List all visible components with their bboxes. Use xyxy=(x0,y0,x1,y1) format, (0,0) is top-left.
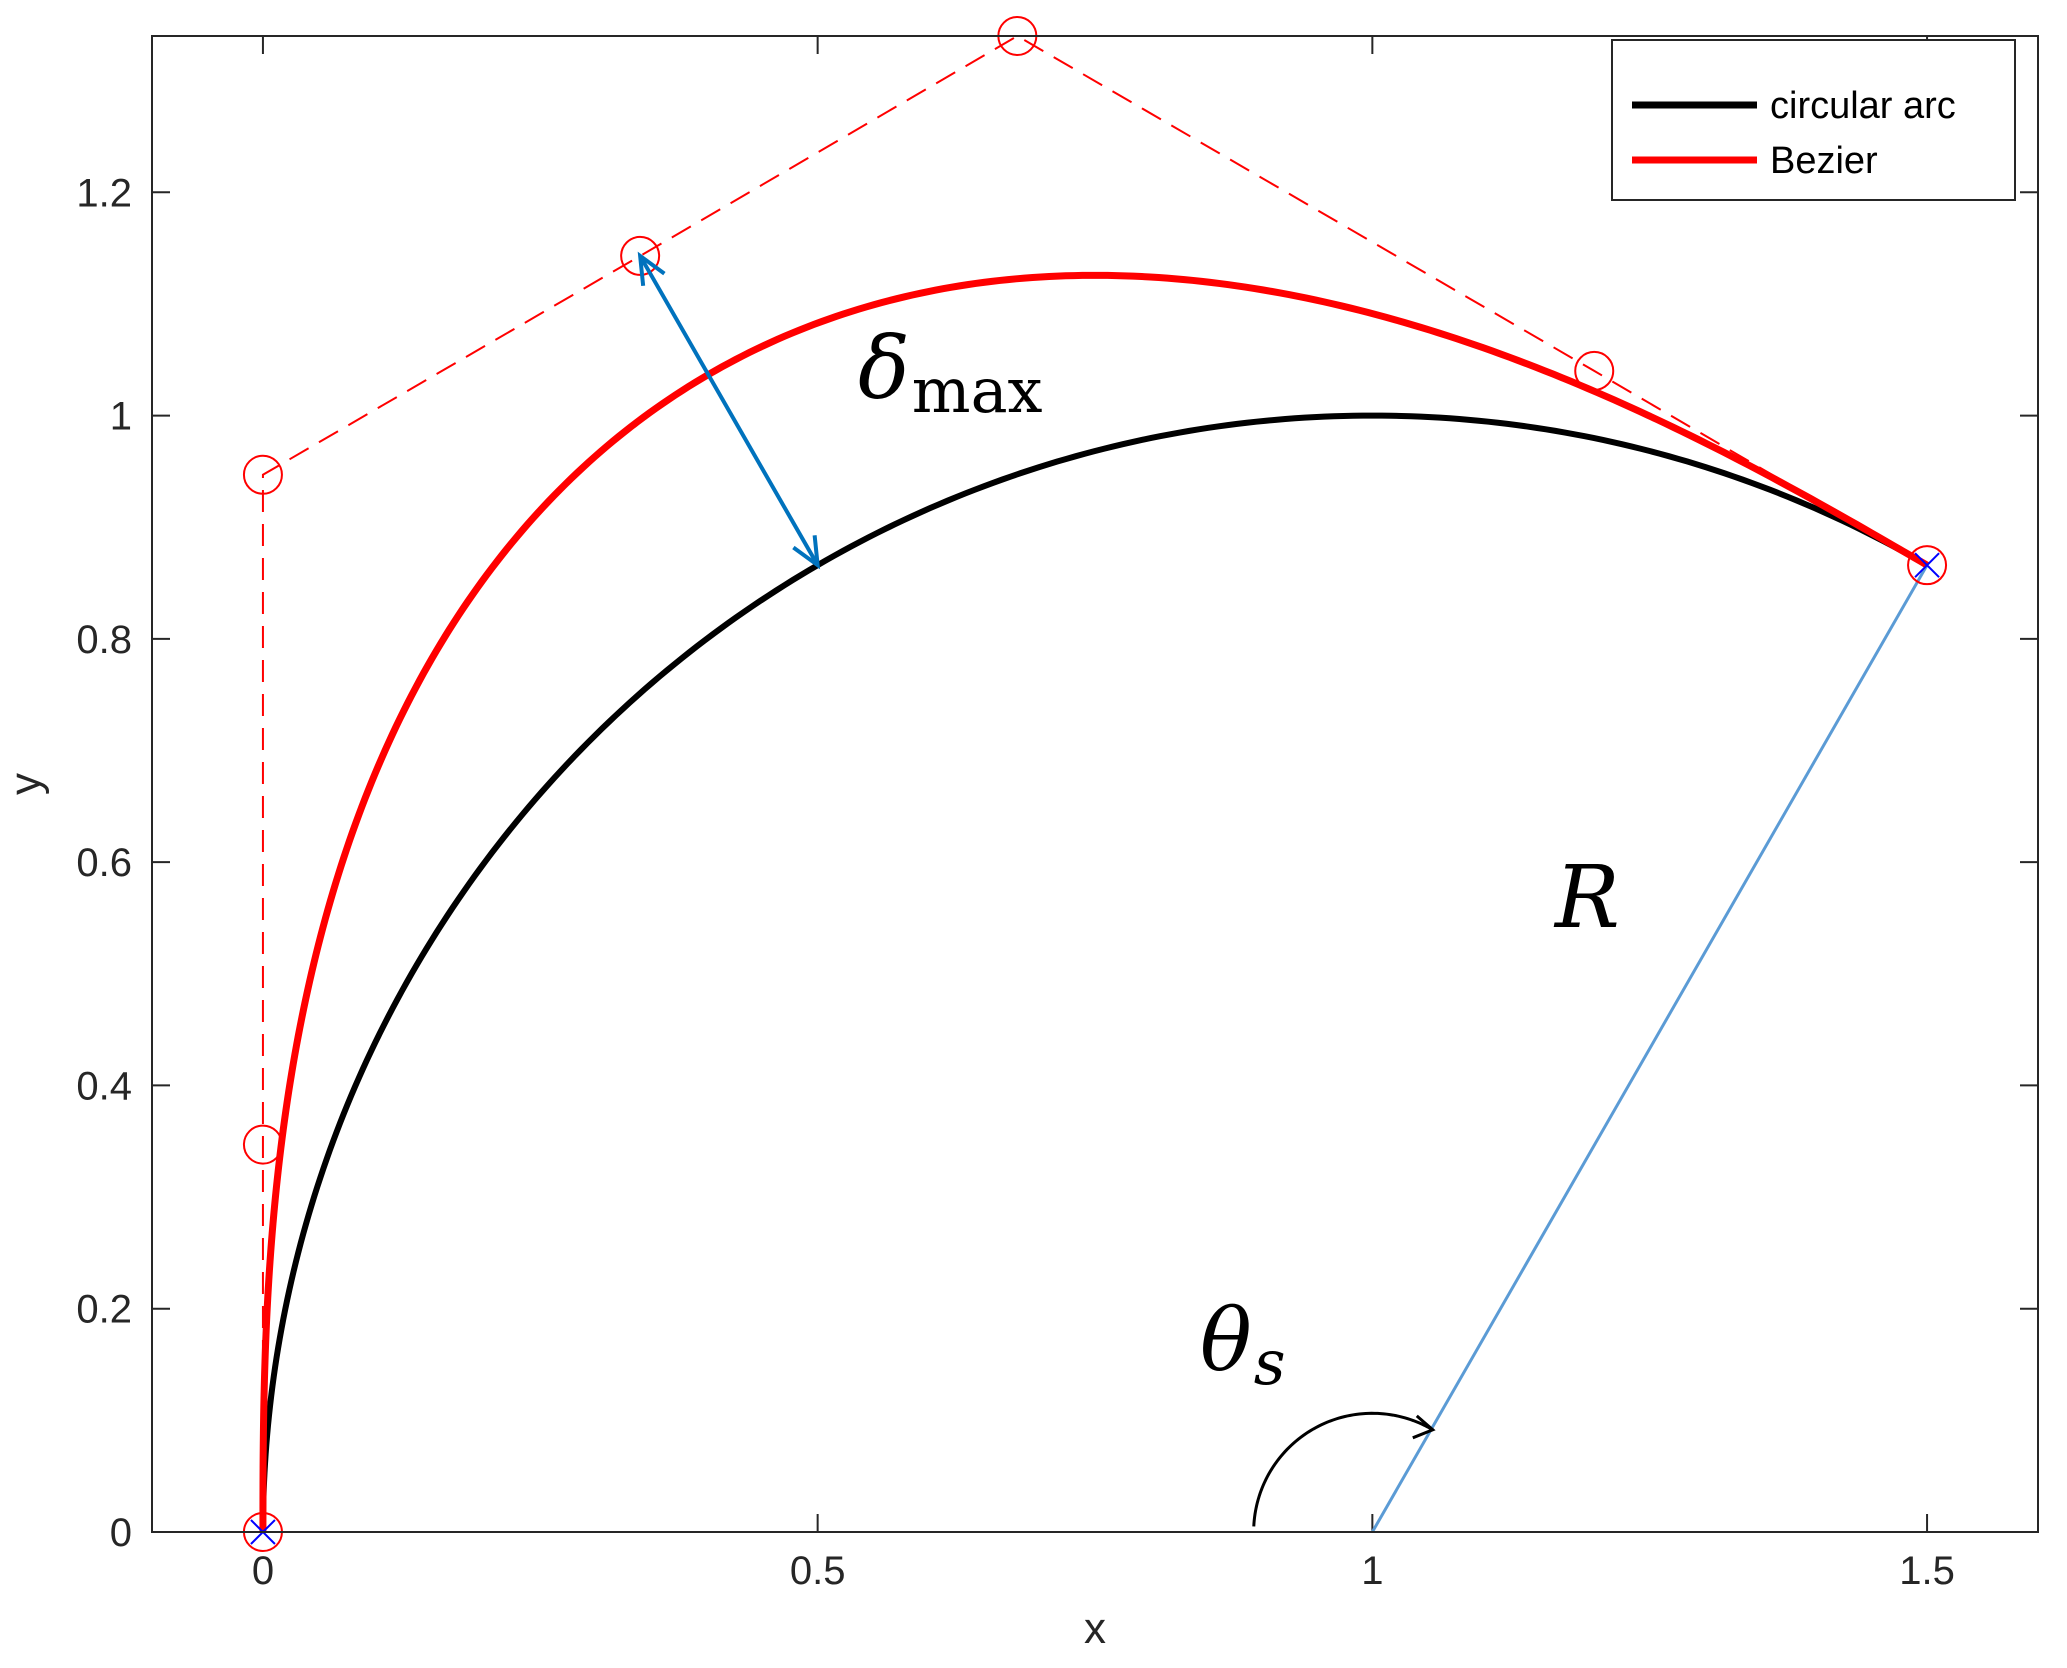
control-point-marker xyxy=(1574,350,1615,391)
tick-labels: 0 0.5 1 1.5 0 0.2 0.4 0.6 0.8 1 1.2 xyxy=(76,171,1954,1593)
legend-box xyxy=(1611,39,2016,201)
x-tick-label: 0.5 xyxy=(790,1549,846,1593)
legend-label-circular-arc: circular arc xyxy=(1770,85,1956,127)
x-tick-label: 1.5 xyxy=(1899,1549,1955,1593)
x-tick-label: 1 xyxy=(1361,1549,1383,1593)
annotation-radius: R xyxy=(1553,848,1620,948)
control-point-marker xyxy=(1907,545,1948,586)
endpoint-marker xyxy=(1914,552,1940,578)
plot-content xyxy=(242,16,1948,1552)
y-tick-label: 0 xyxy=(110,1511,132,1555)
legend: circular arc Bezier xyxy=(1611,39,2016,201)
axis-ticks xyxy=(152,36,2038,1533)
annotation-theta-s: θs xyxy=(1200,1291,1286,1399)
endpoint-marker-stroke xyxy=(1914,552,1940,578)
annotation-delta-max: δmax xyxy=(858,319,1043,427)
theta-arc-arrowhead xyxy=(1412,1414,1436,1440)
y-tick-label: 1 xyxy=(110,395,132,439)
delta-max-arrowhead-bottom xyxy=(792,535,821,570)
radius-line xyxy=(1371,564,1929,1533)
plot-area xyxy=(152,36,2038,1532)
y-tick-label: 0.6 xyxy=(76,841,132,885)
y-tick-label: 0.8 xyxy=(76,618,132,662)
delta-max-arrowhead-top xyxy=(637,251,666,286)
legend-label-bezier: Bezier xyxy=(1770,140,1878,182)
control-point-marker xyxy=(242,454,283,495)
delta-max-arrow-shaft xyxy=(638,254,820,567)
x-axis-label: x xyxy=(1084,1604,1106,1653)
y-tick-label: 0.2 xyxy=(76,1288,132,1332)
control-polygon xyxy=(261,34,1928,1532)
y-tick-label: 0.4 xyxy=(76,1064,132,1108)
control-point-marker xyxy=(242,1124,283,1165)
y-axis-label: y xyxy=(1,773,50,795)
y-tick-label: 1.2 xyxy=(76,171,132,215)
plot-frame xyxy=(151,35,2039,1533)
x-tick-label: 0 xyxy=(252,1549,274,1593)
theta-arc xyxy=(1252,1411,1434,1527)
